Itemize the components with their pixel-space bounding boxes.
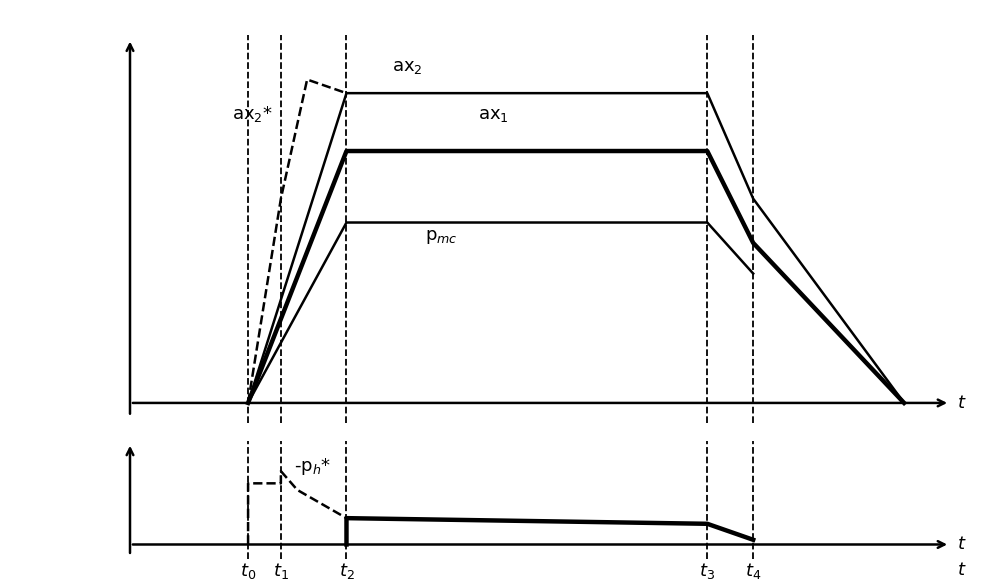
Text: ax$_1$: ax$_1$: [478, 106, 508, 124]
Text: $t_3$: $t_3$: [699, 562, 715, 582]
Text: $t_1$: $t_1$: [273, 562, 289, 582]
Text: $t$: $t$: [957, 394, 966, 412]
Text: ax$_2$*: ax$_2$*: [232, 104, 273, 124]
Text: ax$_2$: ax$_2$: [392, 58, 423, 76]
Text: $t_4$: $t_4$: [745, 562, 761, 582]
Text: $t$: $t$: [957, 562, 966, 579]
Text: -p$_h$*: -p$_h$*: [294, 456, 331, 477]
Text: $t_2$: $t_2$: [339, 562, 354, 582]
Text: p$_{mc}$: p$_{mc}$: [425, 228, 458, 246]
Text: $t$: $t$: [957, 536, 966, 553]
Text: $t_0$: $t_0$: [240, 562, 256, 582]
